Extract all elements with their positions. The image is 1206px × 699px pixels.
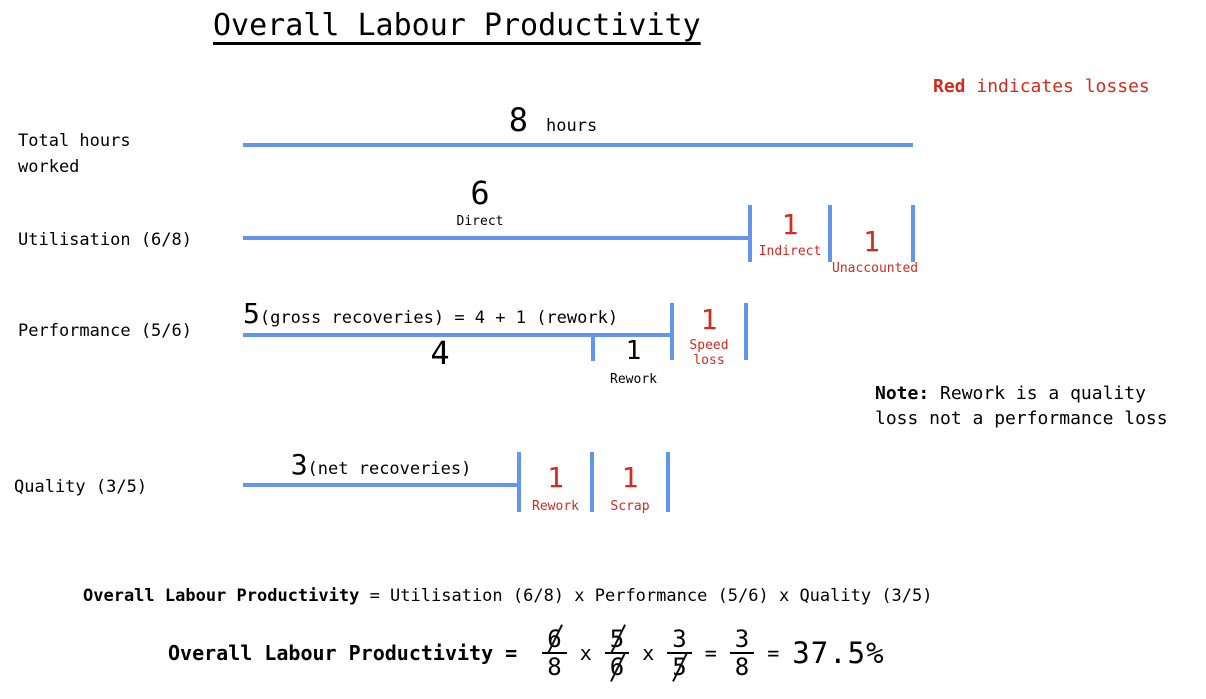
operator-equals-1: = xyxy=(704,641,717,665)
note-line1-rest: Rework is a quality xyxy=(929,383,1146,404)
label-performance: Performance (5/6) xyxy=(18,321,192,341)
performance-bar xyxy=(243,333,672,337)
quality-tick-1 xyxy=(517,452,521,512)
speed-loss-label-line2: loss xyxy=(693,353,725,368)
fraction-result-denominator: 8 xyxy=(734,653,750,681)
speed-loss: 1 Speed loss xyxy=(674,306,744,368)
performance-tick-1 xyxy=(670,303,674,360)
label-total-hours: Total hours worked xyxy=(18,128,131,180)
legend-highlight: Red xyxy=(933,76,966,97)
formula-expanded-rest: = Utilisation (6/8) x Performance (5/6) … xyxy=(359,586,933,606)
utilisation-bar xyxy=(243,236,748,240)
fraction-1-denominator: 8 xyxy=(547,653,562,681)
label-total-hours-line1: Total hours xyxy=(18,131,131,151)
utilisation-tick-1 xyxy=(748,205,752,262)
total-hours-unit: hours xyxy=(546,116,598,136)
fraction-result: 3 8 xyxy=(729,625,755,681)
formula-expanded: Overall Labour Productivity = Utilisatio… xyxy=(83,586,933,606)
rework-segment: 1 Rework xyxy=(595,338,672,387)
quality-rework-loss: 1 Rework xyxy=(521,464,590,514)
total-bar-caption: 8 hours xyxy=(243,104,863,136)
indirect-loss: 1 Indirect xyxy=(752,211,828,259)
legend-text: indicates losses xyxy=(965,76,1150,97)
gross-recoveries-text: (gross recoveries) = 4 + 1 (rework) xyxy=(259,308,619,328)
unaccounted-loss-label: Unaccounted xyxy=(832,261,919,276)
quality-rework-label: Rework xyxy=(532,499,579,514)
utilisation-tick-3 xyxy=(911,205,915,262)
rework-segment-value: 1 xyxy=(625,336,642,366)
note: Note: Rework is a quality loss not a per… xyxy=(875,381,1168,431)
quality-tick-3 xyxy=(666,452,670,512)
direct-value: 6 xyxy=(470,174,490,212)
recovered-hours: 4 xyxy=(375,337,505,369)
utilisation-tick-2 xyxy=(828,205,832,262)
net-recoveries-value: 3 xyxy=(290,448,308,481)
fraction-1: 6 8 xyxy=(542,625,567,681)
note-line2: loss not a performance loss xyxy=(875,408,1168,429)
net-recoveries-text: (net recoveries) xyxy=(307,459,472,479)
label-total-hours-line2: worked xyxy=(18,157,80,177)
operator-multiply-2: x xyxy=(642,641,655,665)
fraction-2-denominator: 6 xyxy=(609,653,625,681)
page-title: Overall Labour Productivity xyxy=(213,8,701,43)
net-recoveries-caption: 3 (net recoveries) xyxy=(243,448,519,481)
gross-recoveries-caption: 5 (gross recoveries) = 4 + 1 (rework) xyxy=(243,297,663,330)
operator-multiply-1: x xyxy=(579,641,592,665)
rework-segment-label: Rework xyxy=(610,372,657,387)
indirect-loss-value: 1 xyxy=(781,208,799,241)
fraction-2-numerator: 5 xyxy=(609,625,625,653)
note-line1: Note: Rework is a quality xyxy=(875,381,1168,406)
formula-calc-lead: Overall Labour Productivity = xyxy=(168,641,530,665)
label-utilisation: Utilisation (6/8) xyxy=(18,230,192,250)
quality-rework-value: 1 xyxy=(547,461,564,494)
unaccounted-loss: 1 Unaccounted xyxy=(832,225,919,276)
direct-label: Direct xyxy=(456,214,504,229)
fraction-3-denominator: 5 xyxy=(672,653,687,681)
operator-equals-2: = xyxy=(767,641,780,665)
performance-tick-2 xyxy=(744,303,748,360)
fraction-2: 5 6 xyxy=(604,625,630,681)
speed-loss-label-line1: Speed xyxy=(689,338,729,353)
gross-recoveries-value: 5 xyxy=(243,297,260,330)
label-quality: Quality (3/5) xyxy=(14,477,148,497)
speed-loss-value: 1 xyxy=(700,303,718,336)
result-value: 37.5% xyxy=(792,636,885,670)
scrap-loss-value: 1 xyxy=(621,461,639,494)
fraction-3-numerator: 3 xyxy=(672,625,687,653)
formula-calculation: Overall Labour Productivity = 6 8 x 5 6 … xyxy=(168,626,885,680)
scrap-loss: 1 Scrap xyxy=(594,464,666,514)
quality-tick-2 xyxy=(590,452,594,512)
fraction-3: 3 5 xyxy=(667,625,692,681)
formula-expanded-bold: Overall Labour Productivity xyxy=(83,586,360,606)
fraction-result-numerator: 3 xyxy=(734,625,750,653)
recovered-hours-value: 4 xyxy=(430,334,450,372)
total-hours-bar xyxy=(243,143,913,147)
unaccounted-loss-value: 1 xyxy=(863,225,880,258)
quality-bar xyxy=(243,483,519,487)
total-hours-value: 8 xyxy=(508,101,529,139)
scrap-loss-label: Scrap xyxy=(610,499,650,514)
indirect-loss-label: Indirect xyxy=(758,244,822,259)
fraction-1-numerator: 6 xyxy=(547,625,562,653)
losses-legend: Red indicates losses xyxy=(933,76,1150,97)
note-bold: Note: xyxy=(875,383,930,404)
rework-split-tick xyxy=(591,333,595,361)
direct-caption: 6 Direct xyxy=(390,177,570,229)
